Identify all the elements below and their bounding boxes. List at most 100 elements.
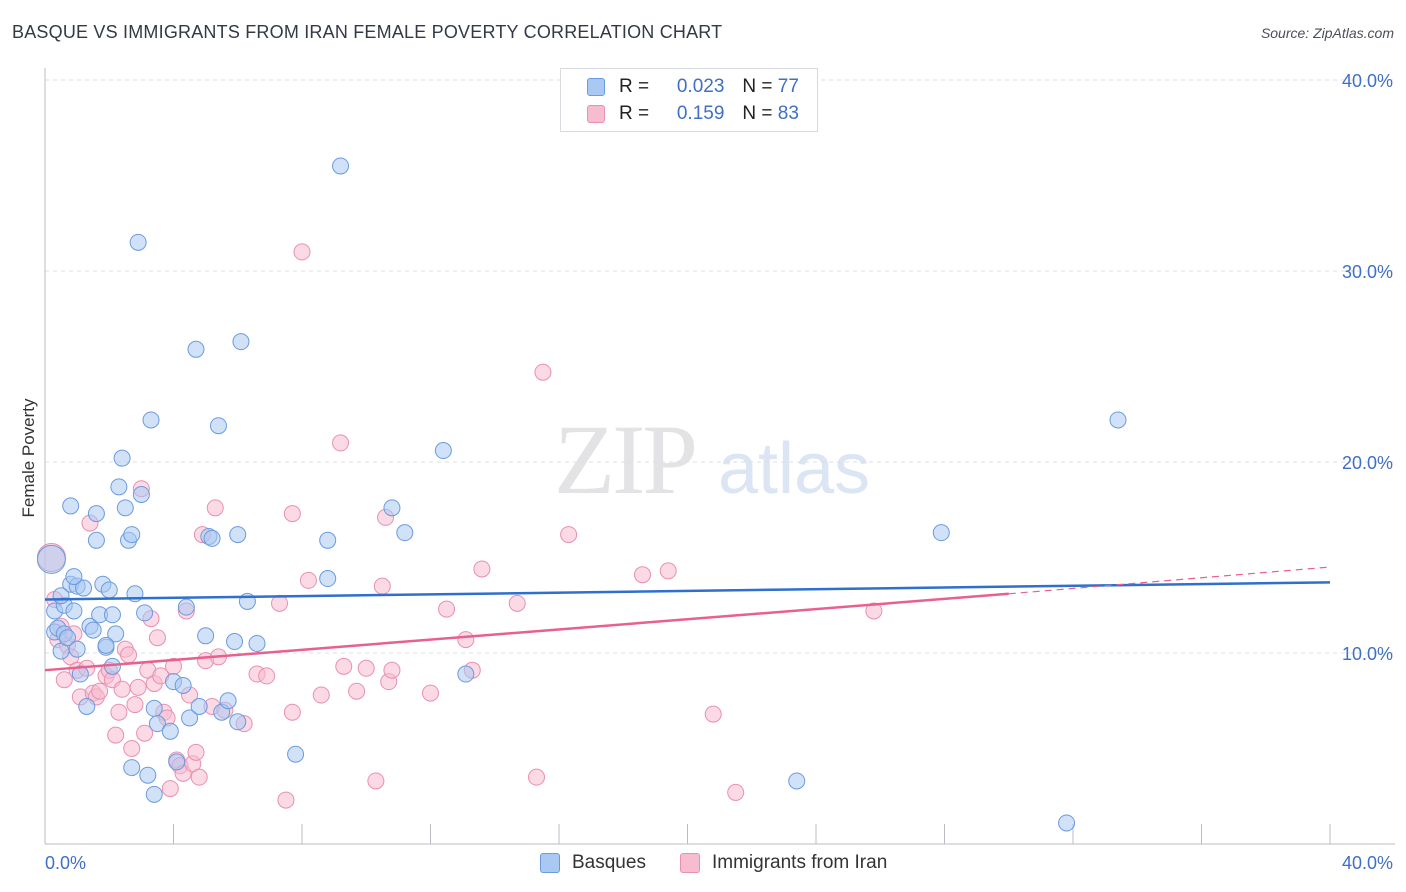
iran-point: [120, 646, 138, 664]
basques-point: [62, 497, 80, 515]
series-basques-points: [36, 157, 1127, 832]
basques-point: [248, 634, 266, 652]
basques-point: [84, 621, 102, 639]
x-tick-label: 0.0%: [45, 853, 86, 873]
y-tick-label: 10.0%: [1342, 644, 1393, 664]
iran-point: [187, 743, 205, 761]
basques-point: [148, 715, 166, 733]
y-tick-label: 20.0%: [1342, 453, 1393, 473]
legend-n-value-basques: 77: [777, 76, 799, 97]
iran-point: [634, 566, 652, 584]
iran-point: [357, 659, 375, 677]
basques-point: [58, 629, 76, 647]
basques-point: [232, 333, 250, 351]
legend-r-label: R =: [619, 103, 650, 124]
legend-label-iran: Immigrants from Iran: [712, 852, 888, 873]
basques-point: [107, 625, 125, 643]
iran-point: [560, 526, 578, 544]
iran-point: [91, 682, 109, 700]
legend-n-label: N =: [742, 76, 773, 97]
iran-point: [534, 363, 552, 381]
iran-point: [283, 505, 301, 523]
basques-point: [932, 524, 950, 542]
iran-point: [110, 703, 128, 721]
basques-point: [139, 766, 157, 784]
basques-point: [229, 526, 247, 544]
iran-point: [348, 682, 366, 700]
iran-point: [283, 703, 301, 721]
basques-point: [287, 745, 305, 763]
basques-point: [87, 505, 105, 523]
iran-point: [148, 629, 166, 647]
iran-point: [367, 772, 385, 790]
basques-point: [319, 570, 337, 588]
iran-point: [457, 631, 475, 649]
iran-point: [704, 705, 722, 723]
legend-r-value-iran: 0.159: [676, 103, 725, 124]
basques-point: [100, 581, 118, 599]
basques-point: [181, 709, 199, 727]
legend-item-iran[interactable]: Immigrants from Iran: [680, 852, 887, 874]
basques-point: [396, 524, 414, 542]
trend-line-iran: [44, 592, 1009, 672]
iran-point: [136, 724, 154, 742]
iran-point: [206, 499, 224, 517]
basques-point: [203, 529, 221, 547]
x-tick-label: 40.0%: [1342, 853, 1393, 873]
iran-point: [271, 594, 289, 612]
basques-point: [123, 759, 141, 777]
legend-r-label: R =: [619, 76, 650, 97]
legend-swatch-basques: [587, 78, 605, 96]
y-tick-label: 30.0%: [1342, 262, 1393, 282]
watermark-zip: ZIP: [554, 404, 698, 515]
basques-point: [71, 665, 89, 683]
legend-row-iran: R = 0.159 N = 83: [587, 102, 799, 126]
basques-point: [75, 579, 93, 597]
basques-point: [129, 233, 147, 251]
iran-point: [312, 686, 330, 704]
basques-point: [434, 442, 452, 460]
iran-point: [107, 726, 125, 744]
iran-point: [727, 783, 745, 801]
iran-point: [161, 780, 179, 798]
basques-point: [68, 640, 86, 658]
iran-point: [865, 602, 883, 620]
iran-point: [293, 243, 311, 261]
basques-point: [457, 665, 475, 683]
iran-point: [113, 680, 131, 698]
basques-point: [168, 753, 186, 771]
legend-n-label: N =: [742, 103, 773, 124]
basques-point: [87, 531, 105, 549]
y-tick-label: 40.0%: [1342, 71, 1393, 91]
trend-line-basques: [44, 581, 1331, 601]
basques-point: [103, 606, 121, 624]
basques-point: [145, 699, 163, 717]
basques-point: [1109, 411, 1127, 429]
basques-point: [142, 411, 160, 429]
basques-point: [36, 544, 66, 574]
basques-point: [219, 692, 237, 710]
trend-lines: [44, 566, 1331, 672]
basques-point: [113, 449, 131, 467]
basques-point: [65, 602, 83, 620]
iran-point: [422, 684, 439, 702]
basques-point: [319, 531, 337, 549]
tick-labels: 10.0% 20.0% 30.0% 40.0% 0.0% 40.0%: [45, 71, 1393, 873]
basques-point: [174, 676, 192, 694]
iran-point: [659, 562, 677, 580]
iran-point: [299, 571, 317, 589]
iran-point: [508, 594, 526, 612]
iran-point: [123, 740, 141, 757]
basques-point: [332, 157, 350, 175]
basques-point: [110, 478, 128, 496]
basques-point: [190, 697, 208, 715]
legend-swatch-basques: [540, 853, 560, 873]
basques-point: [97, 636, 115, 654]
legend-item-basques[interactable]: Basques: [540, 852, 646, 874]
basques-point: [197, 627, 215, 645]
legend-r-value-basques: 0.023: [676, 76, 725, 97]
basques-point: [177, 598, 195, 616]
legend-label-basques: Basques: [572, 852, 646, 873]
basques-point: [229, 713, 247, 731]
basques-point: [52, 587, 70, 605]
